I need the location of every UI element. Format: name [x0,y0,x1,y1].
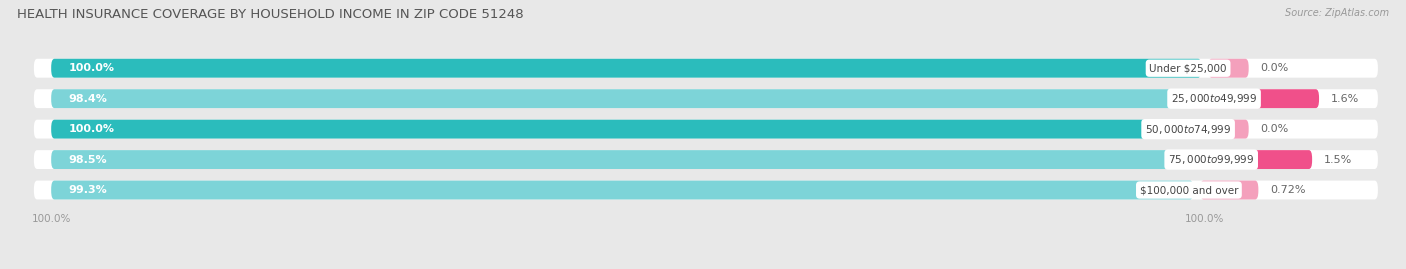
Text: 1.5%: 1.5% [1323,155,1353,165]
FancyBboxPatch shape [1201,180,1258,200]
Text: HEALTH INSURANCE COVERAGE BY HOUSEHOLD INCOME IN ZIP CODE 51248: HEALTH INSURANCE COVERAGE BY HOUSEHOLD I… [17,8,523,21]
FancyBboxPatch shape [51,89,1182,108]
Text: 100.0%: 100.0% [69,63,114,73]
Text: 98.5%: 98.5% [69,155,107,165]
Text: 0.0%: 0.0% [1260,63,1288,73]
Text: 99.3%: 99.3% [69,185,107,195]
Text: $100,000 and over: $100,000 and over [1140,185,1239,195]
FancyBboxPatch shape [34,120,1378,139]
FancyBboxPatch shape [51,150,1184,169]
Text: 100.0%: 100.0% [69,124,114,134]
Text: $25,000 to $49,999: $25,000 to $49,999 [1171,92,1257,105]
FancyBboxPatch shape [51,180,1194,200]
Text: Under $25,000: Under $25,000 [1149,63,1227,73]
FancyBboxPatch shape [1189,89,1319,108]
FancyBboxPatch shape [34,89,1378,108]
FancyBboxPatch shape [34,59,1378,78]
FancyBboxPatch shape [1208,120,1249,139]
Text: 0.0%: 0.0% [1260,124,1288,134]
FancyBboxPatch shape [51,120,1201,139]
FancyBboxPatch shape [34,150,1378,169]
FancyBboxPatch shape [1208,59,1249,78]
Text: $50,000 to $74,999: $50,000 to $74,999 [1144,123,1232,136]
Text: Source: ZipAtlas.com: Source: ZipAtlas.com [1285,8,1389,18]
FancyBboxPatch shape [1191,150,1312,169]
Text: 1.6%: 1.6% [1330,94,1358,104]
Text: $75,000 to $99,999: $75,000 to $99,999 [1168,153,1254,166]
Text: 98.4%: 98.4% [69,94,107,104]
FancyBboxPatch shape [51,59,1201,78]
FancyBboxPatch shape [34,180,1378,200]
Text: 0.72%: 0.72% [1270,185,1305,195]
